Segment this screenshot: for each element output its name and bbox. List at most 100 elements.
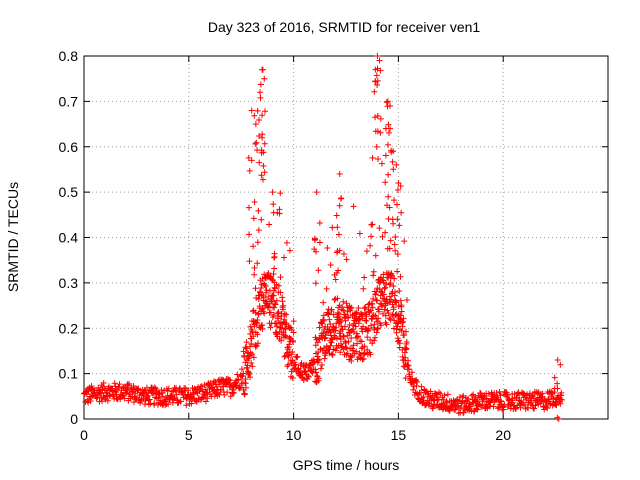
- data-point: [392, 247, 399, 254]
- data-point: [358, 338, 365, 345]
- data-point: [426, 400, 433, 407]
- data-point: [104, 397, 111, 404]
- data-point: [241, 352, 248, 359]
- data-point: [333, 212, 340, 219]
- data-point: [387, 237, 394, 244]
- data-point: [372, 291, 379, 298]
- data-point: [524, 391, 531, 398]
- data-point: [165, 401, 172, 408]
- data-point: [250, 354, 257, 361]
- data-point: [230, 389, 237, 396]
- data-point: [521, 401, 528, 408]
- data-point: [372, 78, 379, 85]
- data-point: [255, 311, 262, 318]
- data-point: [396, 222, 403, 229]
- data-point: [356, 230, 363, 237]
- data-point: [261, 169, 268, 176]
- data-point: [255, 207, 262, 214]
- data-point: [384, 141, 391, 148]
- data-point: [490, 403, 497, 410]
- data-point: [250, 308, 257, 315]
- data-point: [257, 89, 264, 96]
- data-point: [270, 271, 277, 278]
- data-point: [386, 204, 393, 211]
- data-point: [271, 250, 278, 257]
- data-point: [393, 299, 400, 306]
- data-point: [261, 281, 268, 288]
- data-point: [285, 343, 292, 350]
- data-point: [371, 337, 378, 344]
- data-point: [382, 179, 389, 186]
- data-point: [385, 129, 392, 136]
- x-tick-label: 10: [286, 427, 302, 443]
- data-point: [398, 327, 405, 334]
- data-point: [344, 308, 351, 315]
- data-point: [240, 370, 247, 377]
- data-point: [323, 285, 330, 292]
- data-point: [468, 392, 475, 399]
- data-point: [361, 274, 368, 281]
- data-point: [142, 397, 149, 404]
- data-point: [251, 199, 258, 206]
- data-point: [276, 210, 283, 217]
- data-point: [345, 314, 352, 321]
- data-point: [289, 348, 296, 355]
- data-point: [246, 343, 253, 350]
- data-point: [370, 295, 377, 302]
- data-point: [344, 350, 351, 357]
- data-point: [376, 225, 383, 232]
- data-point: [413, 382, 420, 389]
- data-point: [283, 311, 290, 318]
- data-point: [281, 325, 288, 332]
- data-point: [374, 53, 381, 59]
- data-point: [327, 320, 334, 327]
- data-point: [261, 108, 268, 115]
- data-point: [544, 405, 551, 412]
- data-point: [470, 408, 477, 415]
- data-point: [159, 393, 166, 400]
- data-point: [250, 215, 257, 222]
- data-point: [335, 231, 342, 238]
- data-point: [258, 172, 265, 179]
- data-point: [250, 243, 257, 250]
- data-point: [254, 239, 261, 246]
- data-point: [381, 306, 388, 313]
- data-point: [379, 303, 386, 310]
- data-point: [348, 358, 355, 365]
- data-point: [290, 318, 297, 325]
- data-point: [181, 387, 188, 394]
- data-point: [339, 303, 346, 310]
- data-point: [382, 312, 389, 319]
- data-point: [151, 384, 158, 391]
- data-point: [358, 310, 365, 317]
- data-point: [340, 298, 347, 305]
- y-tick-label: 0.4: [59, 230, 79, 246]
- data-point: [345, 338, 352, 345]
- data-point: [359, 328, 366, 335]
- data-point: [373, 143, 380, 150]
- data-point: [337, 336, 344, 343]
- data-point: [427, 388, 434, 395]
- data-point: [267, 324, 274, 331]
- data-point: [341, 323, 348, 330]
- data-point: [290, 338, 297, 345]
- data-point: [381, 285, 388, 292]
- data-point: [83, 391, 90, 398]
- data-point: [257, 94, 264, 101]
- y-tick-label: 0.5: [59, 184, 79, 200]
- data-point: [369, 154, 376, 161]
- data-point: [332, 276, 339, 283]
- data-point: [319, 316, 326, 323]
- data-point: [354, 333, 361, 340]
- data-point: [144, 392, 151, 399]
- data-point: [518, 398, 525, 405]
- data-point: [369, 316, 376, 323]
- data-point: [328, 351, 335, 358]
- data-point: [259, 176, 266, 183]
- data-point: [318, 361, 325, 368]
- data-point: [374, 318, 381, 325]
- data-point: [483, 395, 490, 402]
- data-point: [336, 202, 343, 209]
- data-point: [441, 392, 448, 399]
- data-point: [391, 241, 398, 248]
